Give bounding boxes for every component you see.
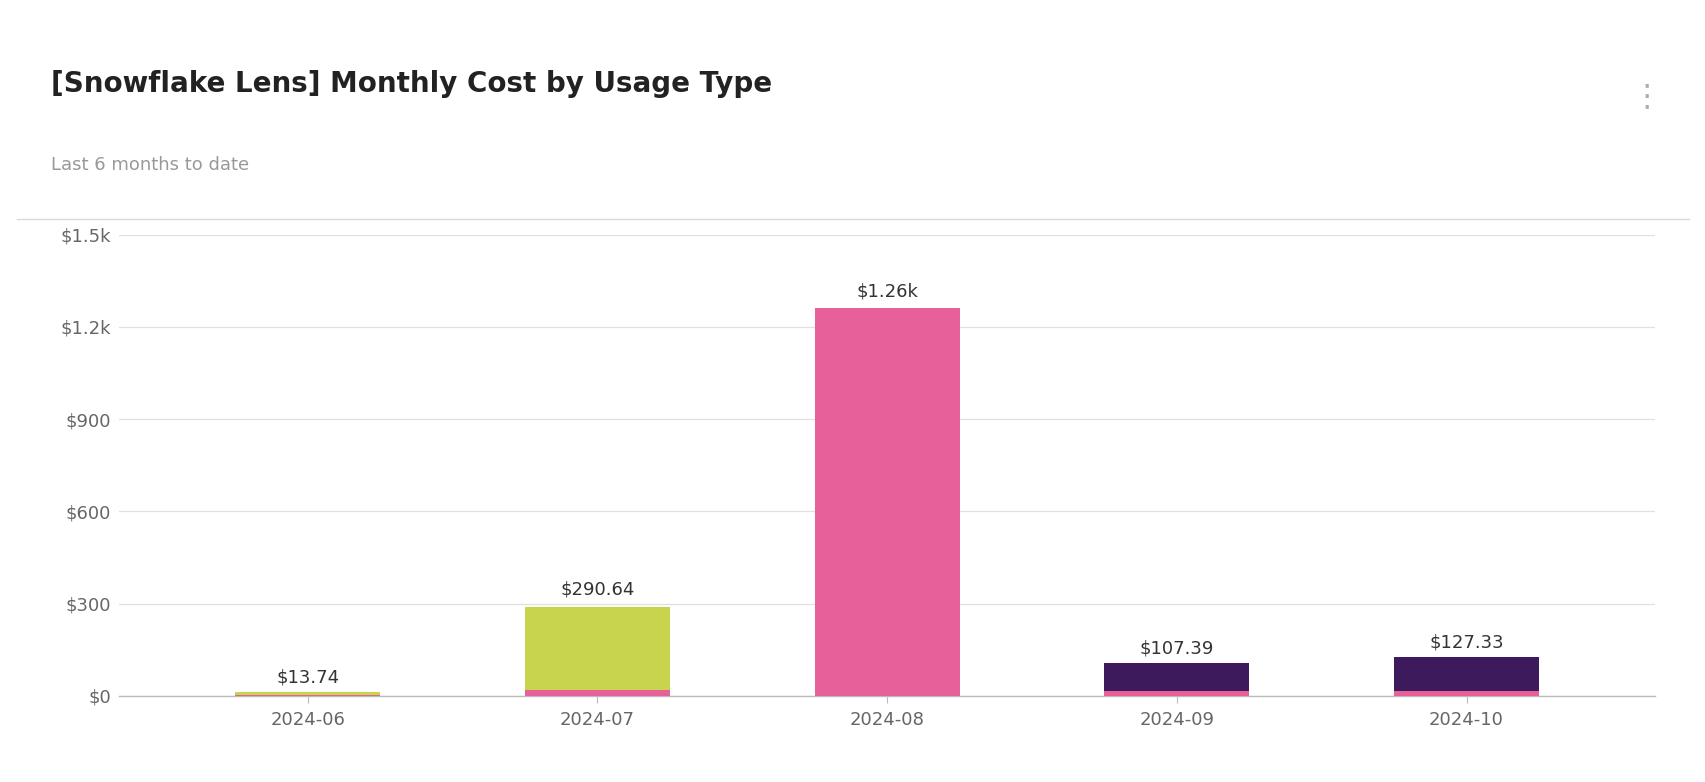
Bar xyxy=(525,690,670,696)
Bar xyxy=(1393,691,1538,696)
Text: [Snowflake Lens] Monthly Cost by Usage Type: [Snowflake Lens] Monthly Cost by Usage T… xyxy=(51,70,772,99)
Text: $127.33: $127.33 xyxy=(1429,633,1502,651)
Text: Last 6 months to date: Last 6 months to date xyxy=(51,156,249,174)
Bar xyxy=(1103,663,1248,691)
Bar xyxy=(1393,657,1538,691)
Bar xyxy=(525,607,670,690)
Text: $13.74: $13.74 xyxy=(276,668,339,687)
Bar xyxy=(235,692,380,695)
Text: $290.64: $290.64 xyxy=(559,581,634,599)
Text: ⋮: ⋮ xyxy=(1630,82,1661,111)
Bar xyxy=(235,695,380,696)
Text: $107.39: $107.39 xyxy=(1139,640,1214,658)
Bar xyxy=(1103,691,1248,696)
Bar xyxy=(815,308,958,696)
Text: $1.26k: $1.26k xyxy=(856,283,917,301)
